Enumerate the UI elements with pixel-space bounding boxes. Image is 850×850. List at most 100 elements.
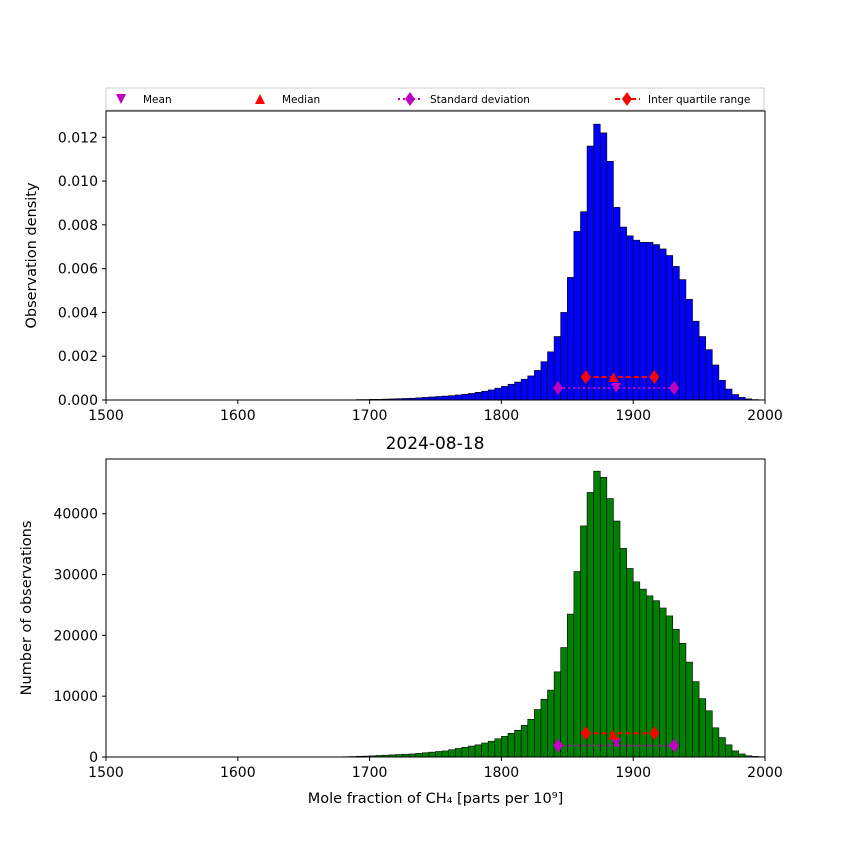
count-x-tick-label: 1800 <box>484 765 520 781</box>
density-bar <box>501 386 509 401</box>
density-bar <box>593 123 601 401</box>
count-bar <box>448 749 456 758</box>
count-iqr-marker <box>649 726 660 741</box>
count-bar <box>731 750 739 758</box>
count-bar <box>725 744 733 758</box>
count-bar <box>501 736 509 758</box>
count-bar <box>534 709 542 758</box>
count-bar <box>560 647 568 758</box>
count-axes-frame <box>105 458 766 758</box>
density-bar <box>454 394 463 401</box>
count-bar <box>547 689 555 758</box>
density-bar <box>692 320 700 401</box>
count-bar <box>606 498 614 758</box>
count-bar <box>679 642 687 758</box>
count-bar <box>599 476 608 758</box>
count-bar <box>481 742 489 758</box>
count-bar <box>698 698 706 758</box>
density-x-tick-label: 1700 <box>352 408 388 424</box>
density-y-tick-label: 0.012 <box>58 130 98 146</box>
count-std-marker <box>669 738 680 753</box>
legend-item-std: Standard deviation <box>398 92 530 106</box>
density-bar <box>547 351 555 401</box>
count-bar <box>540 698 548 758</box>
iqr-marker-icon <box>622 92 632 106</box>
density-bar <box>514 381 522 401</box>
count-stat-markers <box>553 726 680 753</box>
count-x-tick-label: 1700 <box>352 765 388 781</box>
count-bar <box>665 615 674 758</box>
count-bar <box>632 581 641 758</box>
density-bar <box>520 378 529 401</box>
density-bar <box>448 395 456 401</box>
count-bar <box>422 752 430 758</box>
density-bar <box>468 393 476 401</box>
density-bar <box>698 336 706 401</box>
density-histogram-panel: 1500 1600 1700 1800 1900 2000 0.000 0.002 0.004… <box>24 110 783 424</box>
count-bar <box>672 628 680 758</box>
count-bar <box>527 718 535 758</box>
count-bar <box>468 745 476 758</box>
count-bar <box>692 681 700 758</box>
legend-item-median: Median <box>255 94 320 106</box>
density-bar <box>494 387 502 401</box>
count-bar <box>454 748 463 758</box>
density-bar <box>659 248 667 401</box>
count-y-axis-label: Number of observations <box>19 521 35 696</box>
count-bar <box>718 737 726 758</box>
density-y-ticks: 0.000 0.002 0.004 0.006 0.008 0.010 0.012 <box>58 130 106 409</box>
std-marker-icon <box>405 92 415 106</box>
density-bar <box>481 390 489 401</box>
legend-item-mean: Mean <box>116 94 172 106</box>
legend-label-std: Standard deviation <box>430 94 530 106</box>
count-bars <box>342 470 766 758</box>
count-bar <box>619 548 627 758</box>
count-bar <box>626 568 634 758</box>
density-bar <box>507 383 515 401</box>
count-std-marker <box>553 738 564 753</box>
median-marker-icon <box>255 94 265 104</box>
count-y-tick-label: 0 <box>89 750 98 766</box>
density-x-tick-label: 1600 <box>220 408 256 424</box>
count-bar <box>415 753 423 758</box>
chart-title: 2024-08-18 <box>386 434 485 454</box>
density-x-tick-label: 1800 <box>484 408 520 424</box>
density-bar <box>540 361 548 401</box>
density-std-marker <box>669 380 680 395</box>
density-bar <box>606 161 614 401</box>
density-bar <box>718 379 726 401</box>
density-bars <box>342 123 766 401</box>
density-y-tick-label: 0.008 <box>58 218 98 234</box>
count-bar <box>514 729 522 758</box>
density-y-tick-label: 0.006 <box>58 262 98 278</box>
count-median-marker <box>608 729 619 740</box>
count-bar <box>507 732 515 758</box>
count-y-tick-label: 10000 <box>53 689 98 705</box>
density-bar <box>573 231 581 401</box>
density-bar <box>626 235 634 401</box>
density-x-tick-label: 1900 <box>615 408 651 424</box>
density-bar <box>474 392 482 401</box>
legend-item-iqr: Inter quartile range <box>615 92 750 106</box>
density-bar <box>534 370 542 401</box>
count-bar <box>639 588 647 758</box>
density-bar <box>731 394 739 401</box>
count-x-tick-label: 2000 <box>747 765 783 781</box>
density-bar <box>725 388 733 401</box>
density-bar <box>527 375 535 401</box>
density-bar <box>619 226 627 401</box>
density-bar <box>566 277 575 401</box>
density-bar <box>586 145 594 401</box>
legend-frame <box>105 87 765 111</box>
mean-marker-icon <box>116 94 126 104</box>
count-bar <box>659 607 667 758</box>
count-bar <box>586 492 594 758</box>
count-bar <box>705 710 713 758</box>
count-y-tick-label: 20000 <box>53 628 98 644</box>
density-median-marker <box>608 372 619 383</box>
density-y-tick-label: 0.010 <box>58 174 98 190</box>
density-iqr-marker <box>580 370 591 385</box>
count-bar <box>435 751 443 758</box>
density-axes-frame <box>105 110 766 401</box>
